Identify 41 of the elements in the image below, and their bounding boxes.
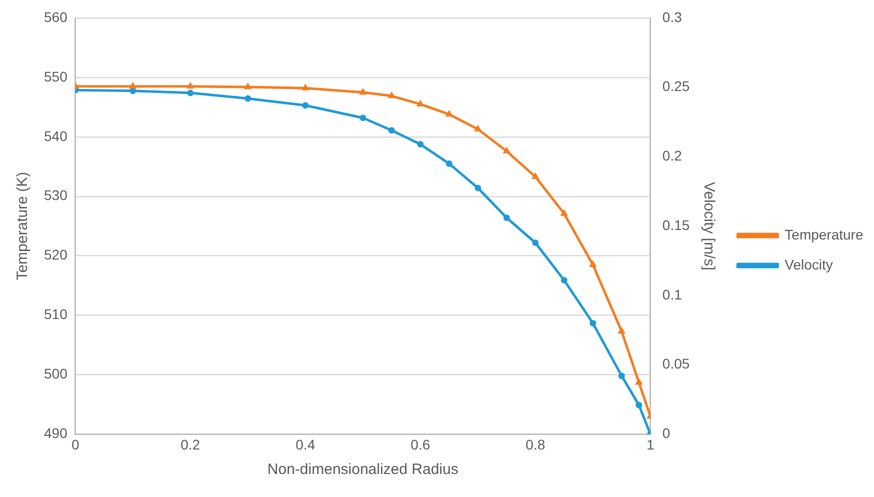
point — [244, 95, 252, 102]
point — [388, 127, 395, 134]
x-tick-label: 0.4 — [296, 436, 316, 452]
y2-tick-label: 0 — [662, 425, 670, 442]
point — [187, 90, 194, 96]
y2-axis-title: Velocity [m/s] — [700, 182, 718, 270]
point — [130, 88, 136, 94]
point — [446, 160, 452, 167]
y2-tick-label: 0.25 — [662, 78, 690, 94]
point — [532, 240, 539, 246]
point — [360, 114, 366, 122]
y2-tick-label: 0.1 — [662, 286, 682, 302]
y2-tick-label: 0.05 — [662, 356, 690, 372]
y-tick-label: 560 — [44, 8, 68, 25]
y2-tick-label: 0.3 — [662, 8, 682, 25]
x-tick-label: 1 — [646, 436, 655, 452]
x-tick-label: 0.2 — [180, 436, 200, 452]
point — [590, 320, 596, 326]
point — [503, 214, 510, 222]
point — [417, 141, 424, 148]
y-tick-label: 510 — [44, 306, 68, 322]
x-tick-label: 0.8 — [526, 436, 546, 452]
point — [302, 102, 309, 109]
y2-tick-label: 0.2 — [662, 148, 682, 164]
point — [636, 402, 642, 408]
y-tick-label: 540 — [44, 128, 68, 144]
y-tick-label: 500 — [44, 366, 68, 382]
y-tick-label: 530 — [44, 187, 68, 204]
legend-label: Velocity — [784, 256, 833, 272]
x-tick-label: 0.6 — [410, 436, 430, 452]
x-axis-title: Non-dimensionalized Radius — [267, 461, 458, 478]
y-tick-label: 550 — [44, 68, 68, 84]
y2-tick-label: 0.15 — [662, 216, 690, 233]
y-axis-title: Temperature (K) — [14, 172, 32, 280]
x-tick-label: 0 — [71, 436, 80, 452]
y-tick-label: 520 — [44, 246, 68, 263]
y-tick-label: 490 — [44, 425, 68, 442]
point — [474, 184, 482, 192]
legend-label: Temperature — [784, 226, 864, 242]
point — [618, 372, 625, 380]
point — [560, 276, 568, 284]
